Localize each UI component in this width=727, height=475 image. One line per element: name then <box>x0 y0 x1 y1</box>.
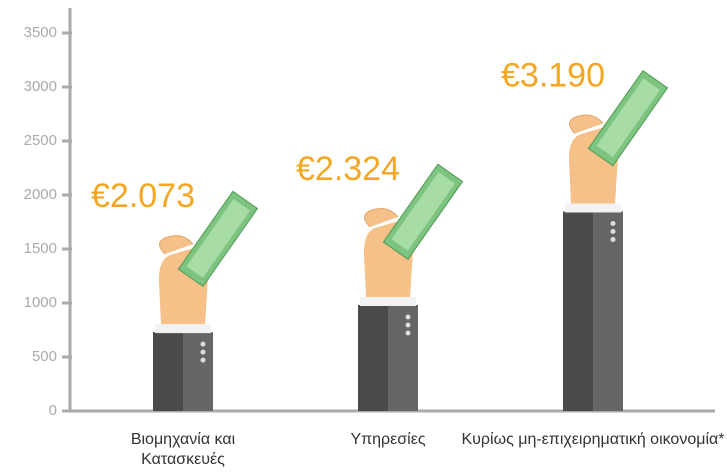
button <box>610 236 616 242</box>
button <box>200 349 206 355</box>
value-label: €2.324 <box>296 150 400 188</box>
y-tick-label: 1500 <box>24 240 57 257</box>
y-tick-label: 3000 <box>24 78 57 95</box>
cuff <box>360 297 416 307</box>
arm-bar <box>153 190 259 411</box>
sleeve-left <box>563 211 593 411</box>
value-label: €3.190 <box>501 56 605 94</box>
cuff <box>565 203 621 213</box>
x-tick-label: Κυρίως μη-επιχειρηματική οικονομία* <box>461 431 725 448</box>
fingers <box>569 114 604 134</box>
button <box>405 314 411 320</box>
money <box>587 70 669 167</box>
arm-bar <box>358 163 464 411</box>
button <box>405 322 411 328</box>
sleeve-right <box>593 211 623 411</box>
value-label: €2.073 <box>91 177 195 215</box>
button <box>200 357 206 363</box>
y-tick-label: 2500 <box>24 132 57 149</box>
y-tick-label: 3500 <box>24 24 57 41</box>
bill <box>186 199 250 278</box>
bill <box>391 172 455 251</box>
button <box>610 220 616 226</box>
sleeve-left <box>358 305 388 411</box>
cuff <box>155 324 211 334</box>
fingers <box>159 235 194 255</box>
money <box>382 163 464 260</box>
y-tick-label: 1000 <box>24 294 57 311</box>
money <box>177 190 259 288</box>
y-tick-label: 2000 <box>24 186 57 203</box>
sleeve-right <box>183 332 213 411</box>
x-tick-label: Υπηρεσίες <box>350 431 426 448</box>
sleeve-left <box>153 332 183 411</box>
fingers <box>364 208 399 228</box>
arm-bar <box>563 70 669 411</box>
bill <box>596 78 660 158</box>
x-tick-label: Βιομηχανία και Κατασκευές <box>130 431 236 468</box>
y-tick-label: 500 <box>32 348 57 365</box>
button <box>200 341 206 347</box>
sleeve-right <box>388 305 418 411</box>
button <box>610 228 616 234</box>
button <box>405 330 411 336</box>
y-tick-label: 0 <box>49 402 57 419</box>
